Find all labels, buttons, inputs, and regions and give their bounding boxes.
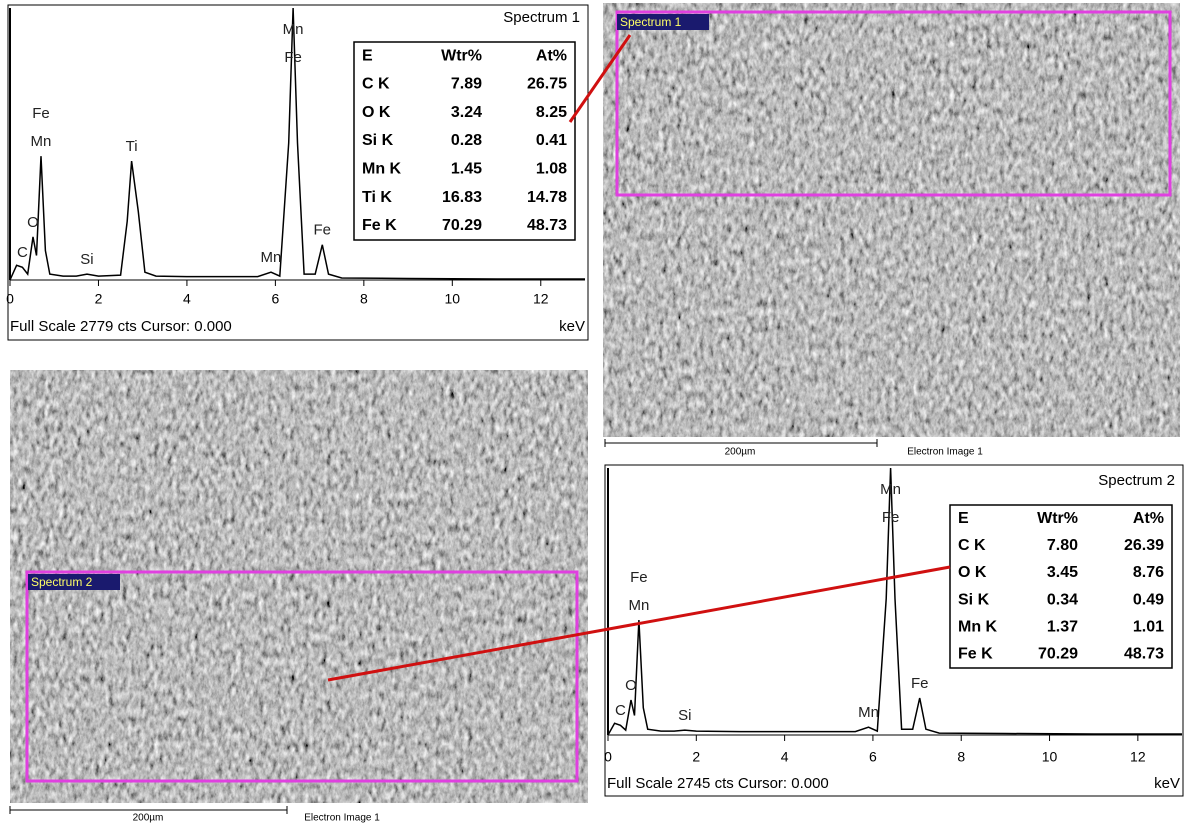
table-cell: 0.34 — [1047, 591, 1078, 608]
peak-label: O — [625, 677, 637, 694]
table-cell: 0.28 — [451, 132, 482, 149]
table-cell: 70.29 — [442, 217, 482, 234]
x-tick-label: 10 — [1042, 749, 1058, 765]
table-cell: Si K — [958, 591, 990, 608]
peak-label: Fe — [314, 222, 332, 239]
x-tick-label: 10 — [445, 291, 461, 307]
table-header: Wtr% — [1037, 510, 1078, 527]
peak-label: Fe — [882, 509, 900, 526]
table-cell: 26.75 — [527, 76, 567, 93]
table-cell: 1.37 — [1047, 618, 1078, 635]
table-cell: 3.45 — [1047, 564, 1078, 581]
table-cell: Ti K — [362, 189, 392, 206]
table-cell: 14.78 — [527, 189, 567, 206]
peak-label: Si — [678, 707, 691, 724]
table-cell: Si K — [362, 132, 394, 149]
x-tick-label: 2 — [95, 291, 103, 307]
x-tick-label: 2 — [692, 749, 700, 765]
scale-label: 200µm — [725, 447, 756, 458]
x-tick-label: 8 — [360, 291, 368, 307]
sem-image-1: Spectrum 1 200µm Electron Image 1 — [603, 3, 1180, 458]
table-cell: 48.73 — [527, 217, 567, 234]
table-cell: Fe K — [958, 646, 993, 663]
x-axis-label: keV — [559, 318, 585, 335]
x-tick-label: 6 — [271, 291, 279, 307]
peak-label: Mn — [261, 249, 282, 266]
sem-image-2: Spectrum 2 200µm Electron Image 1 — [10, 370, 588, 824]
peak-label: Fe — [911, 675, 929, 692]
micrograph — [603, 3, 1180, 437]
peak-label: Fe — [284, 49, 302, 66]
table-cell: 3.24 — [451, 104, 482, 121]
peak-label: Fe — [630, 569, 648, 586]
table-header: E — [362, 47, 373, 64]
table-cell: 16.83 — [442, 189, 482, 206]
image-caption: Electron Image 1 — [907, 447, 983, 458]
table-cell: 1.45 — [451, 161, 482, 178]
table-cell: O K — [362, 104, 391, 121]
peak-label: Mn — [628, 597, 649, 614]
table-cell: 26.39 — [1124, 537, 1164, 554]
footer: Full Scale 2745 cts Cursor: 0.000 — [607, 775, 829, 792]
table-cell: 0.41 — [536, 132, 567, 149]
table-cell: 7.80 — [1047, 537, 1078, 554]
table-cell: 8.76 — [1133, 564, 1164, 581]
peak-label: C — [17, 244, 28, 261]
table-cell: O K — [958, 564, 987, 581]
table-cell: 1.01 — [1133, 618, 1164, 635]
table-cell: 7.89 — [451, 76, 482, 93]
chart-title: Spectrum 2 — [1098, 472, 1175, 489]
x-tick-label: 6 — [869, 749, 877, 765]
x-tick-label: 4 — [781, 749, 789, 765]
table-cell: 0.49 — [1133, 591, 1164, 608]
table-cell: Mn K — [958, 618, 998, 635]
table-cell: Fe K — [362, 217, 397, 234]
table-box — [950, 505, 1172, 668]
peak-label: Fe — [32, 105, 50, 122]
region-label: Spectrum 1 — [620, 15, 682, 29]
peak-label: Si — [80, 251, 93, 268]
figure: Spectrum 1 200µm Electron Image 1 Spectr… — [0, 0, 1187, 825]
table-cell: 1.08 — [536, 161, 567, 178]
x-tick-label: 12 — [533, 291, 549, 307]
chart-title: Spectrum 1 — [503, 9, 580, 26]
peak-label: Mn — [31, 133, 52, 150]
peak-label: Ti — [126, 138, 138, 155]
scale-label: 200µm — [133, 813, 164, 824]
peak-label: Mn — [880, 481, 901, 498]
table-header: Wtr% — [441, 47, 482, 64]
table-cell: 70.29 — [1038, 646, 1078, 663]
table-cell: C K — [958, 537, 986, 554]
table-header: E — [958, 510, 969, 527]
x-tick-label: 0 — [604, 749, 612, 765]
peak-label: Mn — [283, 21, 304, 38]
x-tick-label: 12 — [1130, 749, 1146, 765]
table-cell: Mn K — [362, 161, 402, 178]
region-label: Spectrum 2 — [31, 575, 93, 589]
x-tick-label: 8 — [957, 749, 965, 765]
image-caption: Electron Image 1 — [304, 813, 380, 824]
table-header: At% — [1133, 510, 1164, 527]
footer: Full Scale 2779 cts Cursor: 0.000 — [10, 318, 232, 335]
peak-label: C — [615, 702, 626, 719]
table-cell: C K — [362, 76, 390, 93]
x-axis-label: keV — [1154, 775, 1180, 792]
x-tick-label: 0 — [6, 291, 14, 307]
table-header: At% — [536, 47, 567, 64]
x-tick-label: 4 — [183, 291, 191, 307]
peak-label: O — [27, 214, 39, 231]
table-cell: 48.73 — [1124, 646, 1164, 663]
table-cell: 8.25 — [536, 104, 567, 121]
peak-label: Mn — [858, 704, 879, 721]
